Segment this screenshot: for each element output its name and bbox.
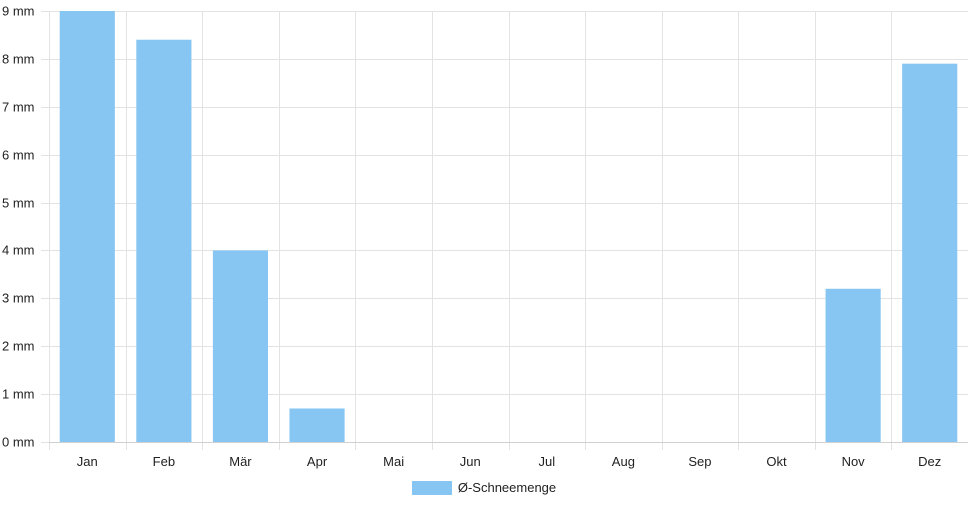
- x-tick-label: Jun: [460, 454, 481, 469]
- y-tick-label: 1 mm: [2, 387, 35, 402]
- x-tick-label: Apr: [307, 454, 328, 469]
- bar-nov[interactable]: [825, 288, 881, 442]
- y-axis-ticks: 0 mm 1 mm 2 mm 3 mm 4 mm 5 mm 6 mm 7 mm 8 mm 9 mm: [2, 4, 35, 450]
- x-tick-label: Jul: [538, 454, 555, 469]
- x-tick-label: Jan: [77, 454, 98, 469]
- y-tick-label: 7 mm: [2, 100, 35, 115]
- x-tick-label: Mai: [383, 454, 404, 469]
- y-tick-label: 0 mm: [2, 435, 35, 450]
- bar-jan[interactable]: [59, 11, 115, 442]
- y-tick-label: 5 mm: [2, 196, 35, 211]
- legend[interactable]: Ø-Schneemenge: [0, 480, 968, 495]
- x-tick-label: Dez: [918, 454, 941, 469]
- bar-apr[interactable]: [289, 408, 345, 442]
- y-tick-label: 8 mm: [2, 52, 35, 67]
- y-tick-label: 6 mm: [2, 148, 35, 163]
- y-tick-label: 3 mm: [2, 291, 35, 306]
- x-tick-label: Aug: [612, 454, 635, 469]
- grid-lines: [41, 11, 968, 450]
- y-tick-label: 4 mm: [2, 243, 35, 258]
- bars: [59, 11, 958, 443]
- x-tick-label: Okt: [766, 454, 787, 469]
- bar-feb[interactable]: [136, 39, 192, 442]
- x-tick-label: Sep: [688, 454, 711, 469]
- x-tick-label: Nov: [842, 454, 866, 469]
- x-tick-label: Feb: [153, 454, 175, 469]
- y-tick-label: 9 mm: [2, 4, 35, 19]
- bar-dez[interactable]: [902, 63, 958, 443]
- x-tick-label: Mär: [229, 454, 252, 469]
- x-axis-ticks: Jan Feb Mär Apr Mai Jun Jul Aug Sep Okt Nov Dez: [77, 454, 941, 469]
- bar-mär[interactable]: [212, 250, 269, 442]
- legend-label: Ø-Schneemenge: [457, 480, 557, 495]
- legend-swatch: [411, 480, 452, 495]
- y-tick-label: 2 mm: [2, 339, 35, 354]
